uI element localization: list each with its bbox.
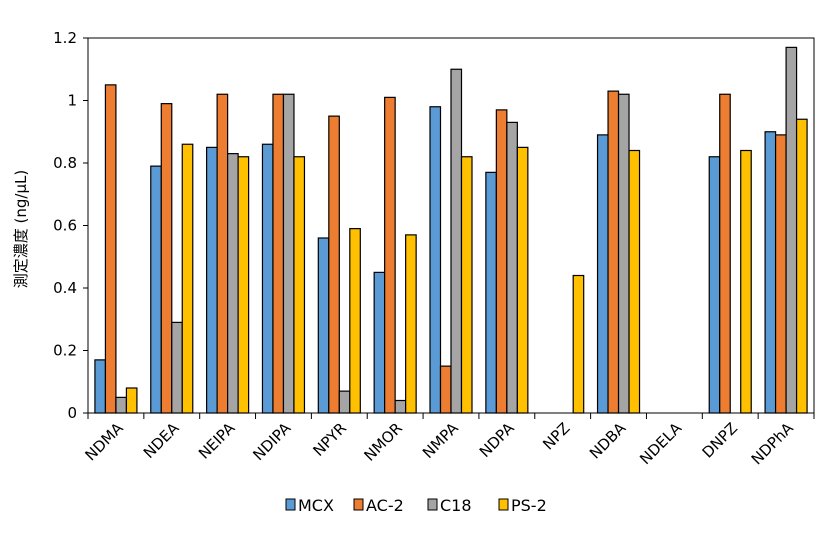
y-tick-label: 0.4: [53, 279, 77, 297]
bar-mcx-ndpa: [485, 171, 497, 414]
legend-swatch-ps-2: [498, 498, 509, 511]
bar-c18-ndea: [171, 321, 183, 414]
bar-ps-2-ndba: [628, 149, 641, 414]
bar-ac-2-ndba: [607, 90, 620, 414]
x-tick-label: NDMA: [82, 419, 128, 465]
legend-label: C18: [440, 496, 472, 515]
bar-ac-2-ndpa: [495, 109, 508, 414]
bar-ac-2-ndipa: [272, 93, 285, 414]
bar-ps-2-ndma: [125, 387, 138, 414]
x-tick-label: NDELA: [636, 419, 685, 468]
legend-label: MCX: [298, 496, 334, 515]
bar-ac-2-neipa: [216, 93, 229, 414]
y-tick-label: 0: [67, 404, 77, 422]
y-axis-label: 測定濃度 (ng/μL): [12, 170, 30, 288]
x-tick-label: NEIPA: [195, 419, 239, 463]
bar-mcx-ndipa: [261, 143, 274, 414]
bar-c18-ndba: [617, 93, 630, 414]
bar-mcx-nmpa: [429, 106, 442, 414]
bar-ps-2-ndipa: [293, 156, 306, 414]
x-tick-label: NDPA: [476, 419, 518, 461]
legend-swatch-ac-2: [353, 498, 364, 511]
bar-mcx-dnpz: [708, 156, 721, 414]
y-axis-ticks: 0 0.2 0.4 0.6 0.8 1 1.2: [53, 29, 88, 422]
y-tick-label: 0.2: [53, 342, 77, 360]
bar-ps-2-ndea: [181, 143, 194, 414]
bar-mcx-nmor: [373, 271, 386, 414]
bar-ps-2-dnpz: [740, 149, 752, 414]
x-tick-label: NDEA: [140, 419, 183, 462]
bar-ps-2-ndpha: [795, 118, 808, 414]
legend-swatch-mcx: [285, 498, 296, 511]
bar-c18-nmor: [394, 399, 407, 414]
bar-ps-2-neipa: [237, 156, 250, 414]
legend-swatch-c18: [427, 498, 438, 511]
bars-group: [94, 46, 808, 414]
bar-c18-neipa: [227, 153, 239, 414]
bar-c18-ndpa: [506, 121, 518, 414]
bar-ps-2-npyr: [349, 228, 361, 414]
bar-ps-2-npz: [572, 274, 585, 414]
bar-ac-2-dnpz: [719, 93, 731, 414]
bar-mcx-ndma: [94, 359, 107, 414]
x-tick-label: DNPZ: [699, 419, 741, 461]
bar-mcx-ndba: [596, 134, 609, 414]
x-tick-label: NDPhA: [748, 419, 798, 469]
y-tick-label: 0.8: [53, 154, 77, 172]
x-tick-label: NMOR: [360, 419, 406, 465]
bar-c18-nmpa: [450, 68, 463, 414]
x-tick-label: NPZ: [539, 419, 573, 453]
x-tick-label: NDBA: [586, 419, 630, 463]
y-tick-label: 1.2: [53, 29, 77, 47]
bar-ac-2-npyr: [328, 115, 340, 414]
legend-label: PS-2: [511, 496, 547, 515]
bar-ac-2-ndpha: [774, 134, 787, 414]
x-axis-labels: NDMA NDEA NEIPA NDIPA NPYR NMOR NMPA NDPA NPZ NDB…: [82, 413, 815, 469]
bar-c18-npyr: [338, 390, 351, 414]
bar-ps-2-nmpa: [460, 156, 473, 414]
bar-ac-2-ndma: [104, 84, 117, 414]
bar-mcx-ndea: [150, 165, 162, 414]
bar-mcx-ndpha: [764, 131, 777, 414]
x-tick-label: NPYR: [309, 419, 350, 460]
bar-c18-ndma: [115, 396, 128, 414]
legend-label: AC-2: [366, 496, 404, 515]
bar-mcx-npyr: [317, 237, 330, 414]
x-tick-label: NDIPA: [249, 419, 294, 464]
x-tick-label: NMPA: [419, 419, 462, 462]
bar-ac-2-nmpa: [439, 365, 452, 414]
legend: MCX AC-2 C18 PS-2: [285, 496, 547, 515]
bar-ac-2-nmor: [384, 96, 396, 414]
bar-ps-2-ndpa: [516, 146, 529, 414]
y-tick-label: 0.6: [53, 217, 77, 235]
bar-mcx-neipa: [206, 146, 218, 414]
bar-ac-2-ndea: [160, 103, 173, 414]
bar-ps-2-nmor: [405, 234, 417, 414]
bar-c18-ndpha: [785, 46, 798, 414]
bar-c18-ndipa: [282, 93, 295, 414]
y-tick-label: 1: [67, 92, 77, 110]
